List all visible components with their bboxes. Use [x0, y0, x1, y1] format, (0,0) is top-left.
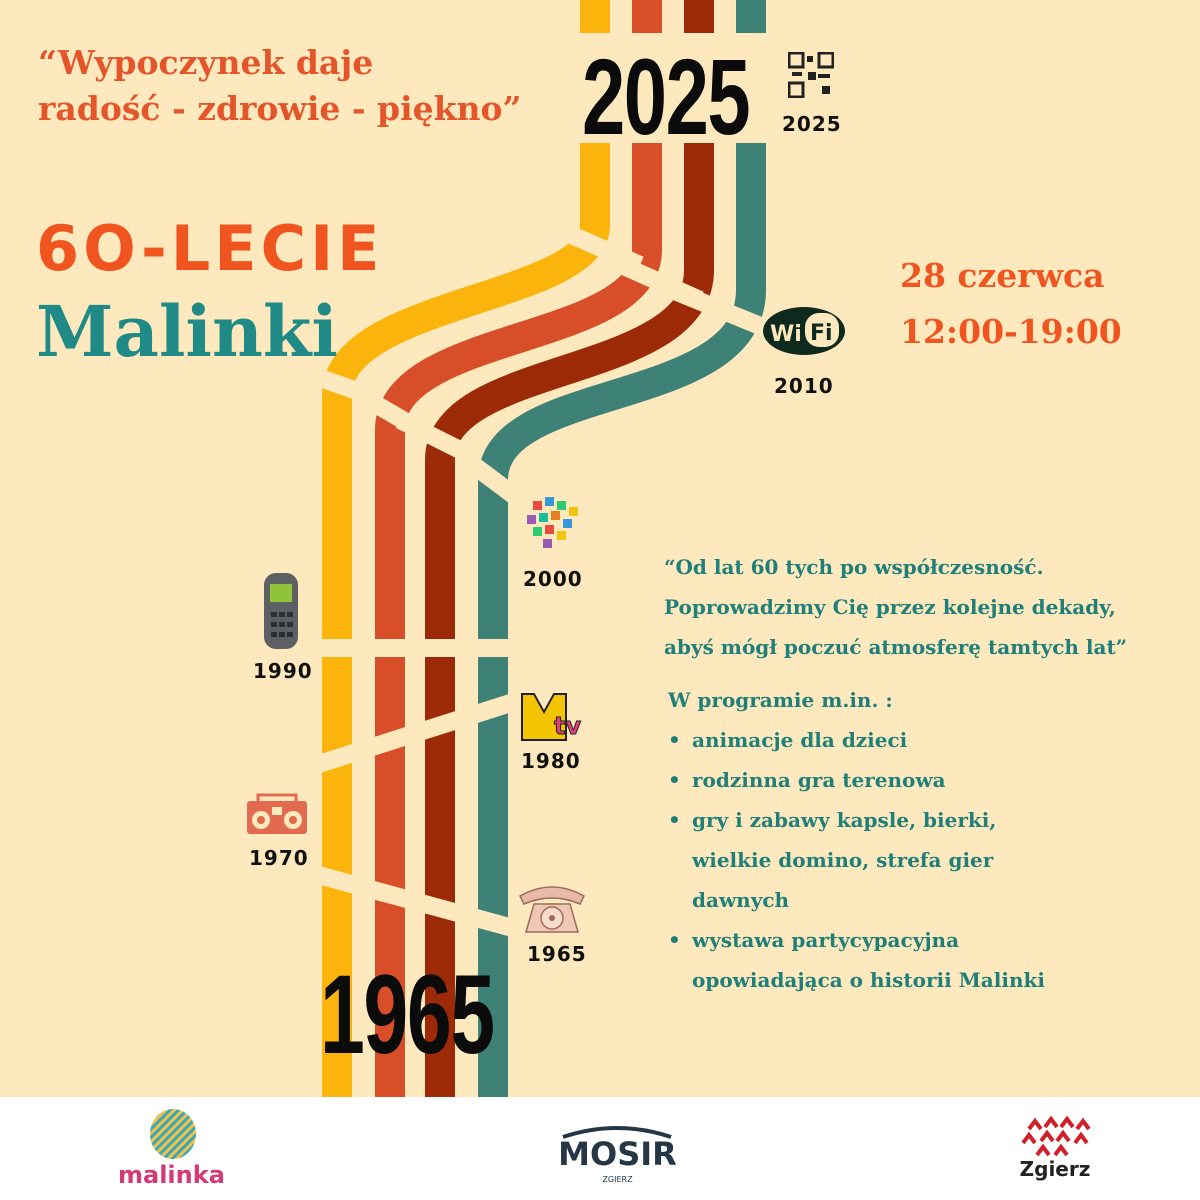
slogan: “Wypoczynek daje radość - zdrowie - pięk…: [38, 40, 521, 132]
svg-text:tv: tv: [554, 712, 581, 740]
timeline-year: 2000: [523, 567, 583, 591]
program-list: animacje dla dzieci rodzinna gra terenow…: [668, 720, 1062, 1000]
app-icons-cluster-icon: [527, 497, 578, 548]
anniversary-title: 6O-LECIE: [36, 212, 384, 285]
svg-text:Fi: Fi: [810, 321, 833, 346]
program-item: animacje dla dzieci: [668, 720, 1062, 760]
program-heading: W programie m.in. :: [668, 688, 893, 712]
mosir-logo-text: MOSIR: [558, 1135, 677, 1173]
description-line: Poprowadzimy Cię przez kolejne dekady,: [664, 595, 1116, 619]
program-item: gry i zabawy kapsle, bierki, wielkie dom…: [668, 800, 1022, 920]
zgierz-logo: Zgierz: [1015, 1115, 1095, 1185]
venue-title: Malinki: [36, 290, 339, 373]
wifi-icon: Wi Fi: [763, 307, 845, 355]
event-datetime: 28 czerwca 12:00-19:00: [900, 248, 1122, 360]
timeline-year: 1965: [527, 942, 587, 966]
event-description: “Od lat 60 tych po współczesność. Poprow…: [664, 547, 1127, 667]
program-item: wystawa partycypacyjna opowiadająca o hi…: [668, 920, 1062, 1000]
description-line: abyś mógł poczuć atmosferę tamtych lat”: [664, 635, 1128, 659]
malinka-logo: malinka: [118, 1109, 228, 1189]
malinka-logo-text: malinka: [118, 1161, 225, 1189]
slogan-line-1: “Wypoczynek daje: [38, 43, 374, 82]
year-1965-heading: 1965: [320, 952, 495, 1077]
year-2025-heading: 2025: [582, 36, 751, 157]
timeline-year: 2025: [782, 112, 842, 136]
timeline-year: 1990: [253, 659, 313, 683]
mtv-logo-icon: tv: [521, 693, 582, 741]
mobile-phone-icon: [264, 573, 298, 649]
timeline-year: 1980: [521, 749, 581, 773]
event-time: 12:00-19:00: [900, 312, 1122, 351]
timeline-year: 2010: [774, 374, 834, 398]
rotary-telephone-icon: [519, 886, 585, 933]
boombox-icon: [247, 793, 307, 834]
mosir-logo: MOSIR ZGIERZ: [555, 1125, 680, 1185]
zgierz-logo-text: Zgierz: [1019, 1157, 1091, 1181]
event-date: 28 czerwca: [900, 256, 1105, 295]
footer-logos: malinka MOSIR ZGIERZ Zgierz: [0, 1097, 1200, 1200]
svg-text:Wi: Wi: [770, 322, 802, 347]
program-section: W programie m.in. : animacje dla dzieci …: [668, 680, 1062, 1000]
mosir-logo-subtext: ZGIERZ: [602, 1175, 633, 1184]
description-line: “Od lat 60 tych po współczesność.: [664, 555, 1044, 579]
retro-timeline-stripes: [297, 0, 774, 1100]
slogan-line-2: radość - zdrowie - piękno”: [38, 89, 522, 128]
timeline-year: 1970: [249, 846, 309, 870]
stripe-gaps: [297, 221, 774, 939]
qr-code-icon: [788, 52, 834, 98]
program-item: rodzinna gra terenowa: [668, 760, 1062, 800]
